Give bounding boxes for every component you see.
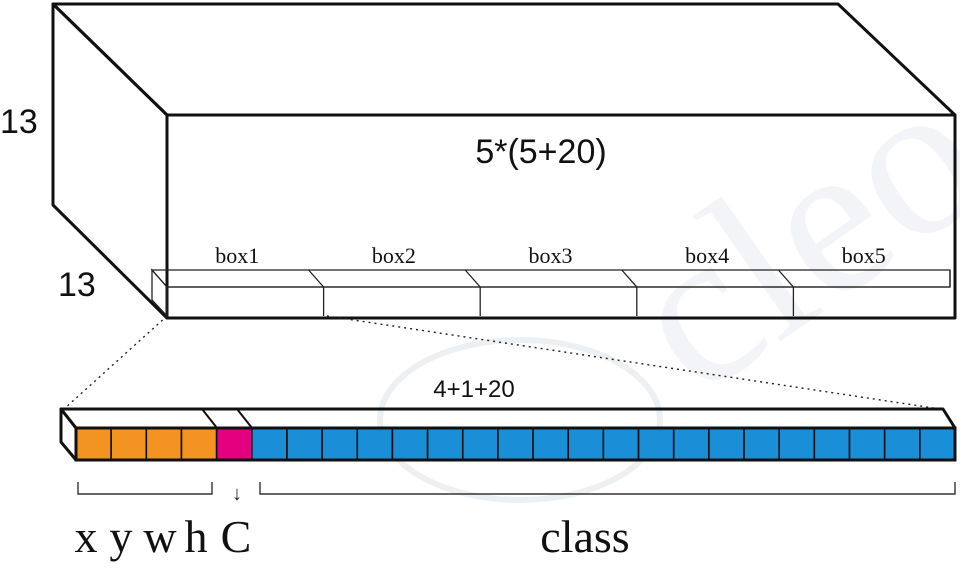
class-cell	[602, 427, 640, 461]
brackets	[77, 482, 956, 495]
class-cell	[391, 427, 429, 461]
vector-end-face	[59, 407, 78, 462]
coord-label-w: w	[143, 511, 177, 562]
box-divider-top	[308, 269, 325, 288]
class-cell	[708, 427, 745, 461]
class-cell	[567, 427, 605, 461]
class-cell	[426, 427, 464, 461]
output-tensor-block	[51, 2, 957, 320]
class-cell	[672, 427, 710, 461]
class-label: class	[540, 511, 629, 562]
coord-cell	[75, 427, 112, 461]
box-label-3: box3	[529, 243, 573, 268]
class-cell	[356, 427, 394, 461]
box-label-5: box5	[842, 243, 886, 268]
box-divider-top	[777, 269, 794, 288]
box-label-4: box4	[685, 243, 729, 268]
class-cell	[461, 427, 499, 461]
class-cell	[532, 427, 570, 461]
class-cell	[286, 427, 323, 461]
class-cell	[778, 427, 816, 461]
vector-cells	[75, 427, 956, 461]
coord-cell	[110, 427, 148, 461]
vector-length-label: 4+1+20	[433, 376, 514, 403]
box-labels: box1 box2 box3 box4 box5	[215, 243, 885, 268]
coord-cell	[180, 427, 218, 461]
coords-bracket	[77, 482, 213, 495]
class-cell	[848, 427, 886, 461]
projection-lines	[63, 315, 941, 410]
class-cell	[251, 427, 288, 461]
grid-width-label: 13	[58, 266, 96, 304]
confidence-arrow: ↓	[232, 483, 242, 505]
class-cell	[497, 427, 534, 461]
box-label-1: box1	[215, 243, 259, 268]
tensor-front-face	[165, 113, 957, 320]
vector-front-outline	[74, 426, 957, 462]
confidence-label: C	[221, 511, 252, 562]
coord-label-x: x	[75, 511, 98, 562]
class-cell	[321, 427, 359, 461]
box-label-2: box2	[372, 243, 416, 268]
grid-height-label: 13	[0, 103, 38, 141]
class-cell	[919, 427, 956, 461]
class-cell	[883, 427, 921, 461]
confidence-cell	[215, 427, 253, 461]
coord-label-y: y	[110, 511, 133, 562]
box-dividers	[308, 269, 795, 316]
vector-top-face	[59, 407, 957, 430]
box-divider-top	[621, 269, 638, 288]
class-cell	[813, 427, 851, 461]
box-divider-top	[464, 269, 481, 288]
coord-cell	[145, 427, 183, 461]
channel-depth-label: 5*(5+20)	[475, 133, 606, 171]
coord-label-h: h	[185, 511, 208, 562]
class-bracket	[259, 482, 956, 495]
class-cell	[637, 427, 675, 461]
class-cell	[743, 427, 780, 461]
